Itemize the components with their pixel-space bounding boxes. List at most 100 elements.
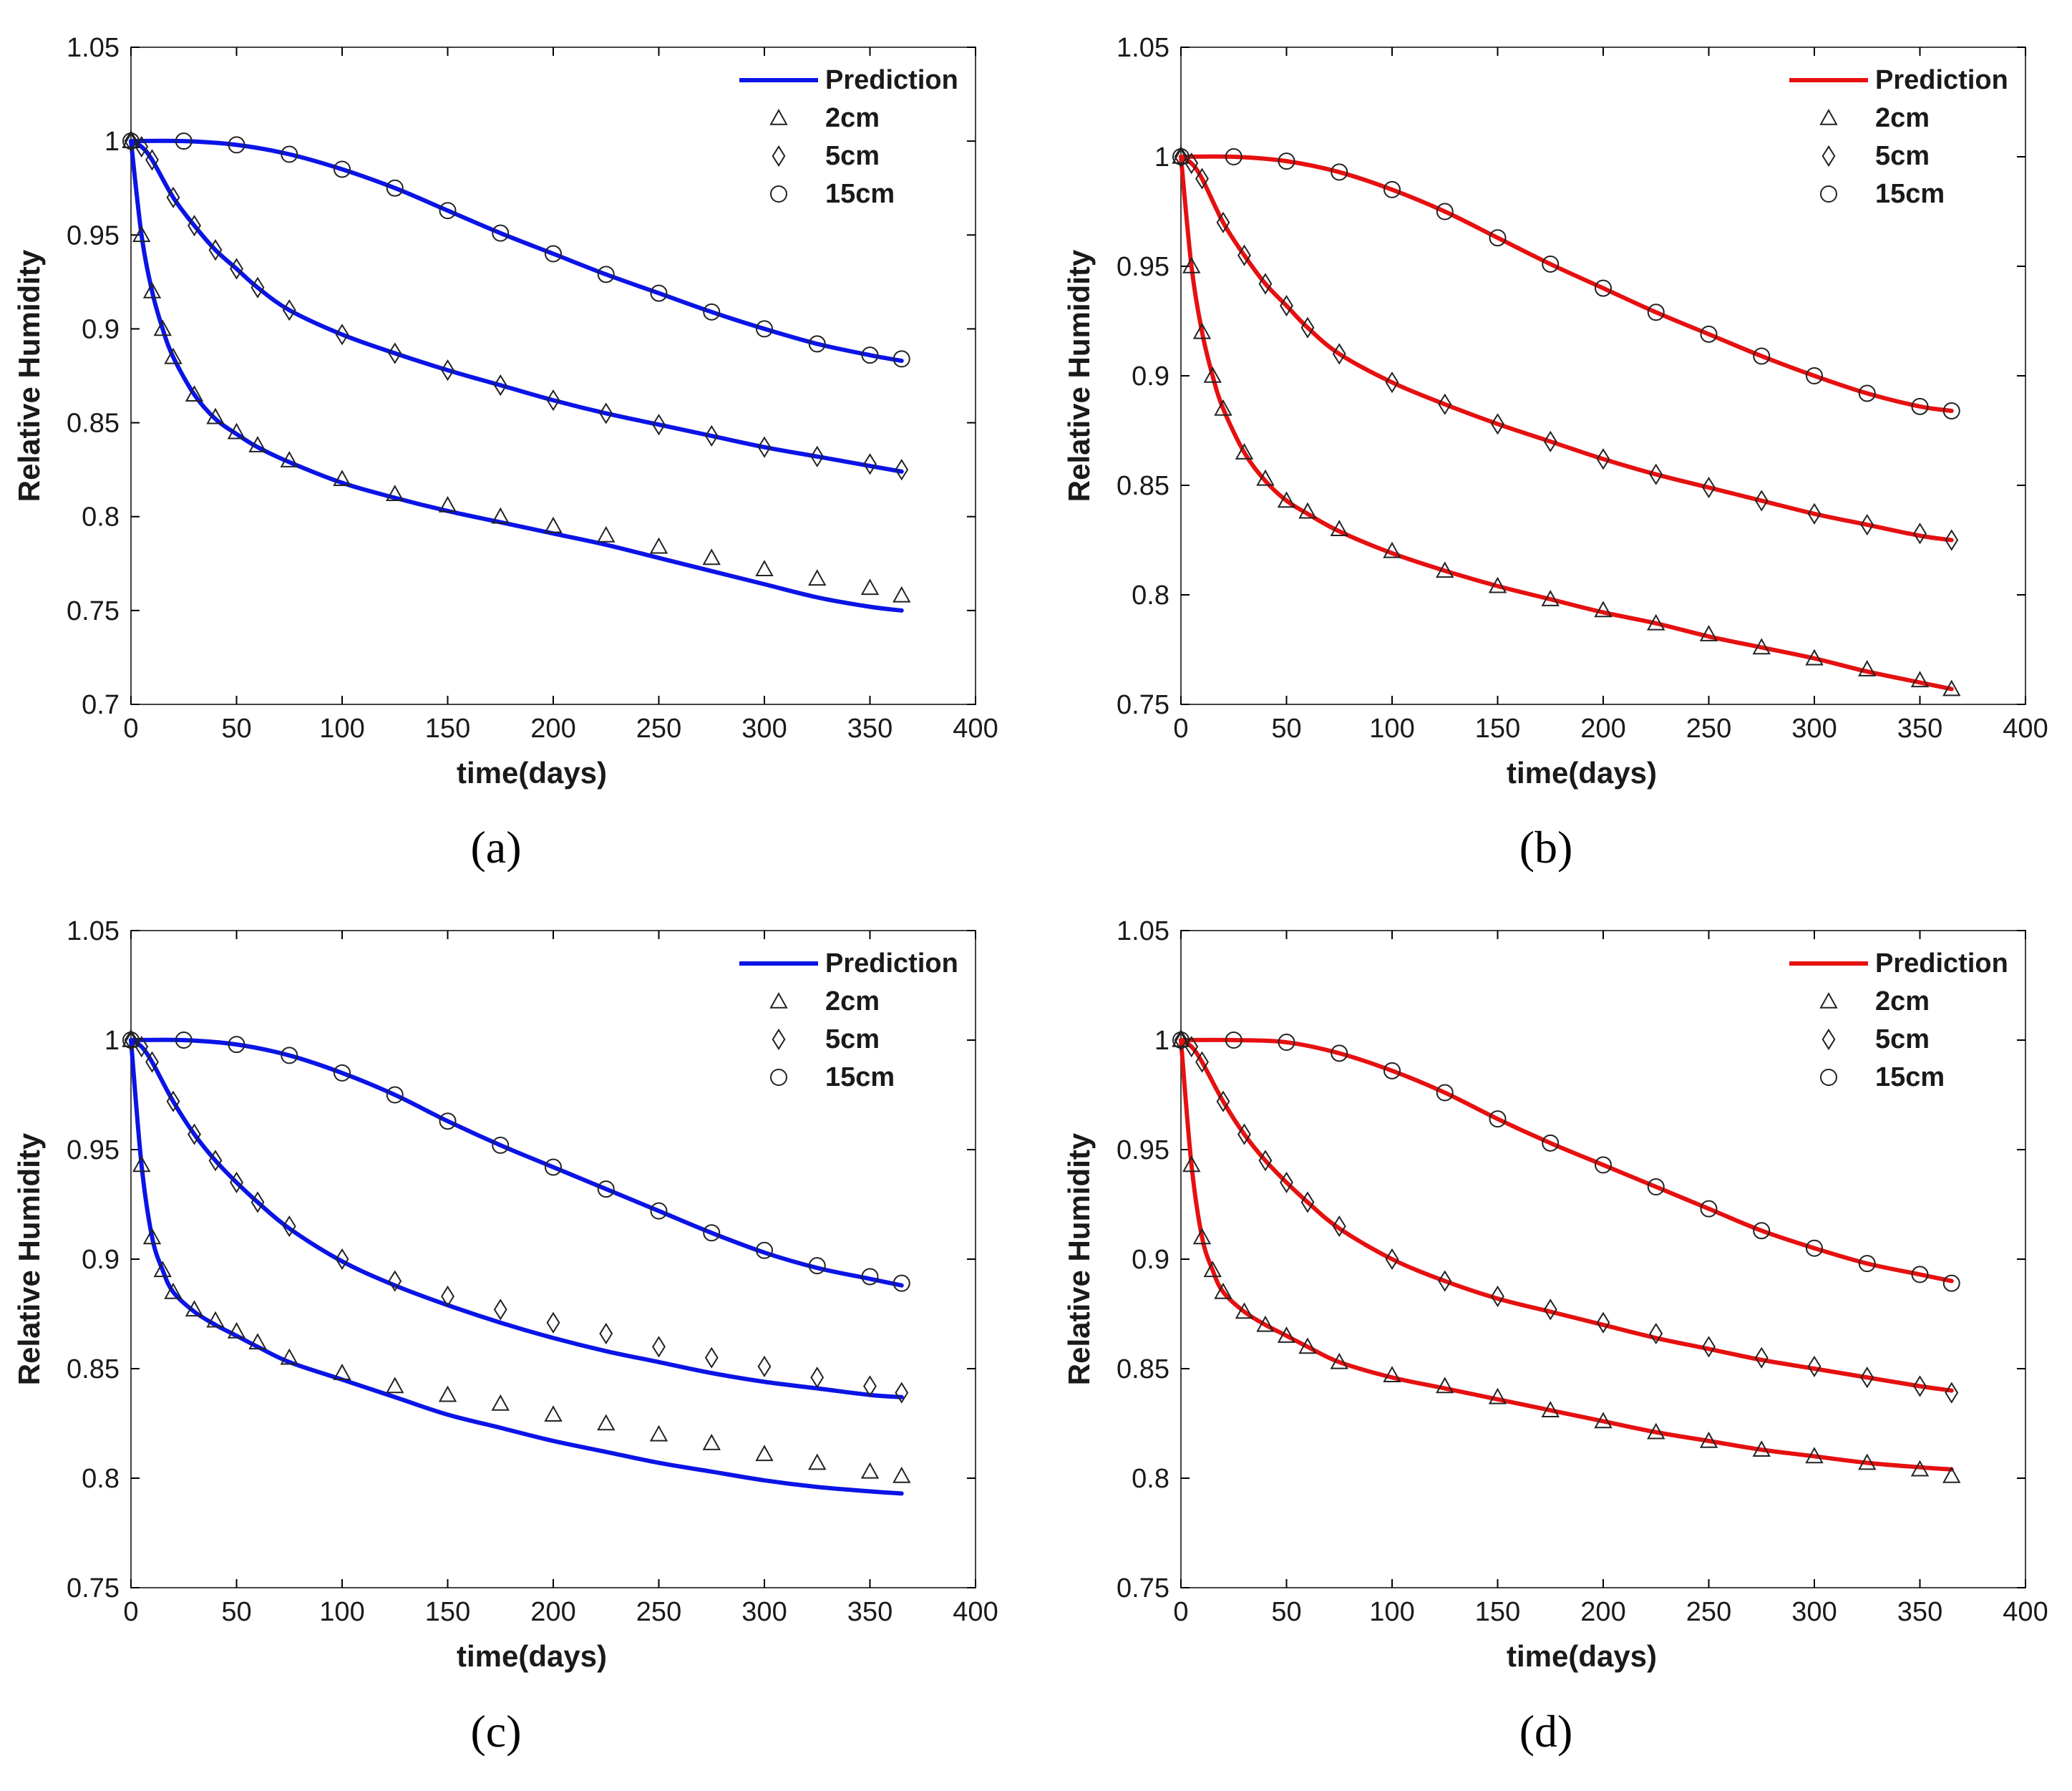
prediction-line-2cm xyxy=(1179,1038,1954,1472)
x-tick-label: 300 xyxy=(741,714,787,744)
y-tick-label: 1.05 xyxy=(1117,916,1169,946)
y-tick-label: 0.95 xyxy=(1117,252,1169,282)
data-point-5cm xyxy=(1385,1248,1399,1271)
data-point-15cm xyxy=(1595,279,1612,297)
data-point-5cm xyxy=(1438,1270,1452,1292)
data-point-2cm xyxy=(755,1445,774,1462)
data-point-5cm xyxy=(895,1382,909,1404)
data-point-2cm xyxy=(248,435,267,452)
data-point-2cm xyxy=(1298,1337,1317,1354)
legend-label-Prediction: Prediction xyxy=(1875,65,2008,95)
data-point-2cm xyxy=(892,1466,911,1483)
y-tick-label: 0.85 xyxy=(67,409,120,439)
legend-5cm-marker xyxy=(772,145,786,168)
data-point-2cm xyxy=(1541,1401,1560,1417)
prediction-line-5cm xyxy=(129,139,904,474)
data-point-5cm xyxy=(863,453,877,475)
y-tick-label: 1 xyxy=(104,127,120,157)
data-point-15cm xyxy=(1647,1178,1665,1196)
legend-5cm-marker xyxy=(772,1028,786,1051)
prediction-line-5cm xyxy=(1179,1038,1954,1393)
x-tick-label: 200 xyxy=(1580,714,1625,744)
data-point-2cm xyxy=(1942,1466,1961,1483)
y-tick-label: 0.9 xyxy=(82,314,120,344)
data-point-5cm xyxy=(188,1123,201,1145)
data-point-15cm xyxy=(1753,347,1771,365)
data-point-15cm xyxy=(439,202,457,220)
y-tick-label: 0.85 xyxy=(1117,1354,1169,1384)
legend-label-5cm: 5cm xyxy=(1875,1024,1930,1054)
data-point-5cm xyxy=(1174,145,1188,168)
data-point-15cm xyxy=(228,136,245,154)
data-point-2cm xyxy=(1182,1155,1201,1173)
data-point-2cm xyxy=(1858,659,1877,676)
data-point-5cm xyxy=(208,239,223,261)
data-point-15cm xyxy=(1911,397,1929,415)
series-15cm-markers xyxy=(122,132,910,368)
y-tick-label: 0.8 xyxy=(82,1464,120,1494)
x-tick-label: 100 xyxy=(1369,714,1414,744)
data-point-2cm xyxy=(1192,1228,1212,1245)
legend-2cm-marker xyxy=(1819,991,1838,1009)
data-point-2cm xyxy=(1488,1387,1507,1404)
x-tick-label: 0 xyxy=(1173,1597,1188,1627)
data-point-2cm xyxy=(438,1385,457,1402)
legend-5cm-marker xyxy=(1821,145,1836,168)
data-point-5cm xyxy=(1596,448,1610,470)
data-point-15cm xyxy=(1595,1156,1612,1174)
legend-label-15cm: 15cm xyxy=(825,179,895,209)
data-point-2cm xyxy=(1647,613,1665,631)
data-point-2cm xyxy=(1436,561,1454,578)
y-tick-label: 0.75 xyxy=(1117,690,1169,720)
legend-15cm-marker xyxy=(770,1069,787,1086)
x-tick-label: 400 xyxy=(953,1597,998,1627)
data-point-5cm xyxy=(145,1051,159,1073)
series-2cm-markers xyxy=(1172,147,1961,696)
data-point-5cm xyxy=(1807,1355,1821,1378)
y-tick-label: 0.95 xyxy=(1117,1135,1169,1165)
x-tick-label: 200 xyxy=(530,1597,575,1627)
data-point-15cm xyxy=(175,1032,193,1049)
data-point-2cm xyxy=(649,537,668,554)
data-point-15cm xyxy=(334,160,351,178)
data-point-5cm xyxy=(1807,503,1821,525)
series-15cm-markers xyxy=(122,1032,910,1292)
legend-2cm-marker xyxy=(1819,108,1838,125)
data-point-15cm xyxy=(1489,229,1507,247)
legend-15cm-marker xyxy=(1820,1069,1837,1086)
data-point-2cm xyxy=(153,1261,172,1278)
data-point-15cm xyxy=(808,1257,826,1275)
y-tick-label: 0.95 xyxy=(67,1135,120,1165)
data-point-2cm xyxy=(1752,1440,1771,1457)
data-point-15cm xyxy=(545,1158,562,1176)
data-point-2cm xyxy=(597,1414,616,1431)
y-axis-title: Relative Humidity xyxy=(12,1132,46,1385)
data-point-15cm xyxy=(1172,148,1190,165)
data-point-15cm xyxy=(439,1112,457,1130)
data-point-15cm xyxy=(1700,1200,1718,1218)
y-tick-label: 1 xyxy=(1154,1026,1169,1056)
data-point-15cm xyxy=(1542,1134,1560,1152)
data-point-15cm xyxy=(1436,1084,1454,1102)
data-point-15cm xyxy=(1172,1032,1190,1049)
data-point-15cm xyxy=(1806,367,1823,384)
x-tick-label: 350 xyxy=(847,714,892,744)
data-point-2cm xyxy=(702,1433,721,1450)
y-axis-title: Relative Humidity xyxy=(12,249,46,502)
data-point-5cm xyxy=(124,130,138,152)
data-point-5cm xyxy=(599,1322,613,1345)
data-point-2cm xyxy=(122,132,140,148)
data-point-15cm xyxy=(1942,402,1960,419)
y-tick-label: 0.9 xyxy=(1132,1245,1169,1275)
data-point-2cm xyxy=(142,1228,162,1245)
data-point-15cm xyxy=(492,224,510,242)
data-point-15cm xyxy=(650,1202,668,1220)
x-tick-label: 0 xyxy=(123,1597,138,1627)
data-point-5cm xyxy=(493,374,507,397)
data-point-2cm xyxy=(1383,541,1401,558)
data-point-5cm xyxy=(1300,316,1315,339)
data-point-15cm xyxy=(1700,325,1718,343)
data-point-5cm xyxy=(166,1090,180,1112)
y-tick-label: 0.9 xyxy=(82,1245,120,1275)
